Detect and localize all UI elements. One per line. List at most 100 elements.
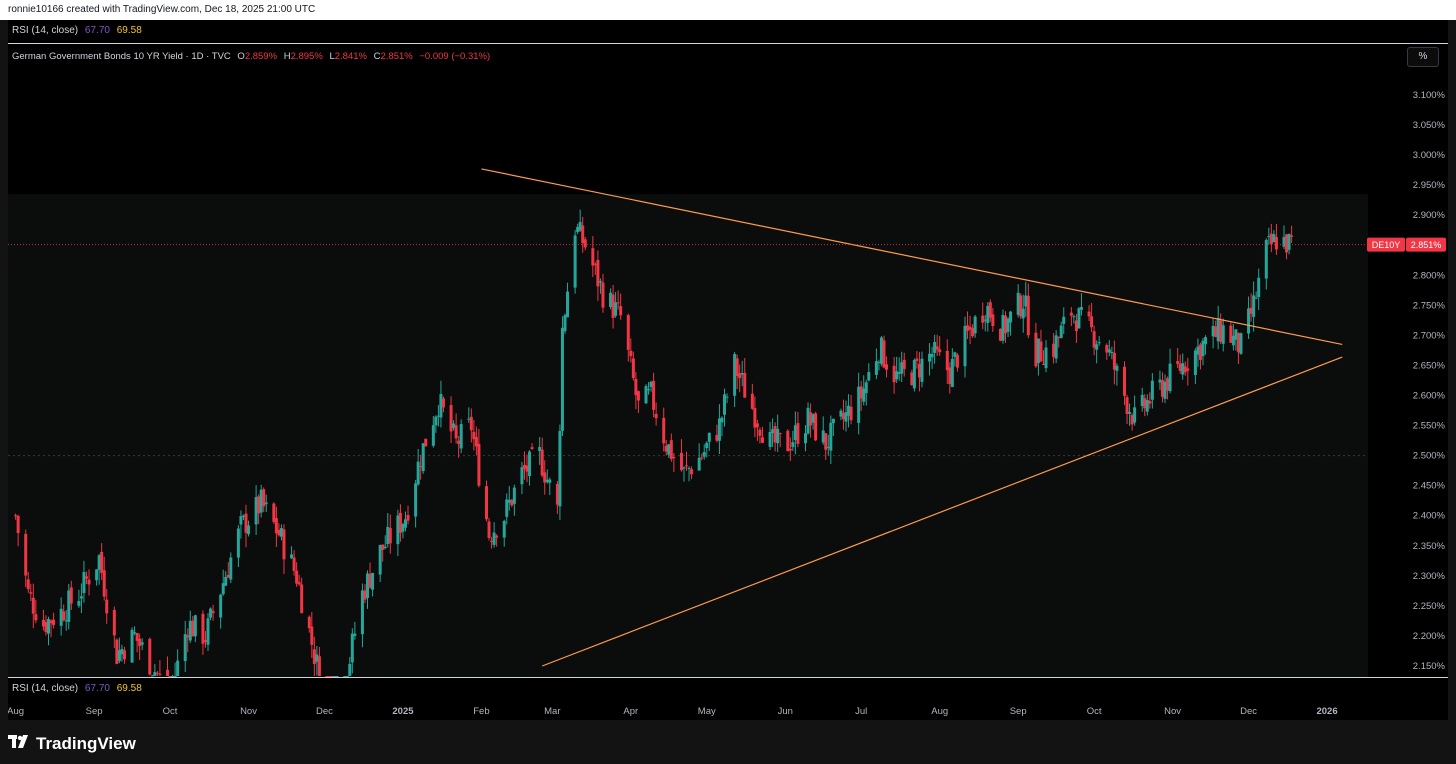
candle-body xyxy=(112,609,116,636)
candle-body xyxy=(401,523,405,532)
candle-body xyxy=(768,432,772,447)
candle-body xyxy=(522,464,526,469)
y-tick-label: 3.050% xyxy=(1413,120,1446,131)
candle-body xyxy=(117,650,121,661)
candle-body xyxy=(186,635,190,638)
candle-body xyxy=(667,444,671,455)
candle-body xyxy=(1282,237,1286,247)
candle-body xyxy=(328,676,332,677)
candle-body xyxy=(221,583,225,595)
candle-body xyxy=(1112,352,1116,370)
candle-body xyxy=(452,423,456,428)
candle-body xyxy=(130,629,134,663)
candle-body xyxy=(1034,332,1038,367)
candle-body xyxy=(885,364,889,370)
candle-body xyxy=(953,352,957,357)
candle-body xyxy=(654,413,658,419)
percent-scale-button[interactable]: % xyxy=(1407,47,1439,67)
rsi-indicator-top[interactable]: RSI (14, close) 67.70 69.58 xyxy=(8,20,1448,44)
candle-body xyxy=(24,533,28,576)
candle-body xyxy=(690,469,694,475)
candle-body xyxy=(259,489,263,513)
y-tick-label: 2.650% xyxy=(1413,360,1446,371)
candle-body xyxy=(378,545,382,575)
tradingview-branding[interactable]: TradingView xyxy=(8,734,136,754)
candle-body xyxy=(796,423,800,444)
rsi-value-1: 67.70 xyxy=(84,683,110,694)
candle-body xyxy=(672,457,676,459)
candle-body xyxy=(171,676,175,677)
candle-body xyxy=(619,306,623,316)
candle-body xyxy=(416,461,420,485)
candle-body xyxy=(1249,307,1253,314)
candle-body xyxy=(778,433,782,435)
rsi-label: RSI (14, close) xyxy=(12,25,79,36)
candle-body xyxy=(981,315,985,323)
candle-body xyxy=(786,430,790,452)
candle-body xyxy=(467,418,471,420)
candle-body xyxy=(740,372,744,375)
candle-body xyxy=(1239,333,1243,354)
candle-body xyxy=(528,451,532,477)
candlestick-chart[interactable]: 3.100%3.050%3.000%2.950%2.900%2.850%2.80… xyxy=(8,20,1448,720)
candle-body xyxy=(150,675,154,677)
candle-body xyxy=(295,570,299,584)
candle-body xyxy=(679,452,683,471)
y-tick-label: 3.100% xyxy=(1413,90,1446,101)
y-tick-label: 3.000% xyxy=(1413,150,1446,161)
rsi-indicator-bottom[interactable]: RSI (14, close) 67.70 69.58 xyxy=(8,677,1448,701)
symbol-tag-text: DE10Y xyxy=(1372,240,1401,250)
candle-body xyxy=(366,573,370,598)
y-tick-label: 2.300% xyxy=(1413,571,1446,582)
candle-body xyxy=(601,282,605,308)
candle-body xyxy=(472,432,476,440)
candle-body xyxy=(930,353,934,358)
candle-body xyxy=(1290,235,1294,237)
low-label: L xyxy=(329,51,335,62)
symbol-legend[interactable]: German Government Bonds 10 YR Yield · 1D… xyxy=(12,51,490,62)
y-tick-label: 2.550% xyxy=(1413,421,1446,432)
y-tick-label: 2.200% xyxy=(1413,631,1446,642)
candle-body xyxy=(335,676,339,677)
candle-body xyxy=(1110,352,1114,354)
candle-body xyxy=(95,569,99,581)
candle-body xyxy=(1252,295,1256,317)
candle-body xyxy=(474,436,478,447)
candle-body xyxy=(434,416,438,426)
candle-body xyxy=(788,448,792,451)
candle-body xyxy=(1274,237,1278,250)
candle-body xyxy=(864,382,868,394)
candle-body xyxy=(963,325,967,367)
candle-body xyxy=(758,429,762,436)
rsi-value-2: 69.58 xyxy=(116,25,142,36)
candle-body xyxy=(662,417,666,444)
candle-body xyxy=(859,386,863,399)
candle-body xyxy=(743,372,747,398)
candle-body xyxy=(793,425,797,440)
y-tick-label: 2.500% xyxy=(1413,451,1446,462)
candle-body xyxy=(173,676,177,677)
candle-body xyxy=(469,416,473,431)
candle-body xyxy=(1143,398,1147,409)
candle-body xyxy=(902,359,906,369)
candle-body xyxy=(264,502,268,505)
y-tick-label: 2.950% xyxy=(1413,180,1446,191)
candle-body xyxy=(315,654,319,662)
candle-body xyxy=(649,381,653,387)
candle-body xyxy=(545,479,549,483)
candle-body xyxy=(973,316,977,334)
chart-panel[interactable]: 3.100%3.050%3.000%2.950%2.900%2.850%2.80… xyxy=(8,20,1448,720)
candle-body xyxy=(77,600,81,606)
candle-body xyxy=(576,227,580,233)
candle-body xyxy=(971,328,975,337)
candle-body xyxy=(102,570,106,597)
candle-body xyxy=(811,414,815,423)
candle-body xyxy=(485,486,489,520)
candle-body xyxy=(140,642,144,645)
x-tick-label: Feb xyxy=(473,706,489,717)
candle-body xyxy=(722,394,726,415)
candle-body xyxy=(47,619,51,634)
candle-body xyxy=(406,515,410,521)
candle-body xyxy=(1148,400,1152,404)
candle-body xyxy=(991,314,995,327)
